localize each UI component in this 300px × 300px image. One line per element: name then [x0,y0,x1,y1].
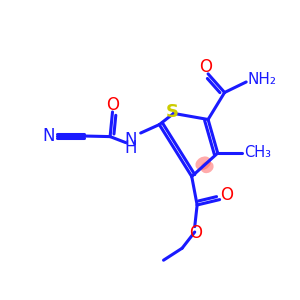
Text: S: S [166,103,178,121]
Text: N: N [43,127,55,145]
Text: O: O [189,224,202,242]
Ellipse shape [201,161,214,173]
Text: CH₃: CH₃ [244,145,271,160]
Text: O: O [220,186,233,204]
Text: H: H [125,139,137,157]
Text: NH₂: NH₂ [247,72,276,87]
Text: O: O [106,96,119,114]
Ellipse shape [195,157,211,170]
Text: N: N [125,130,137,148]
Text: O: O [199,58,212,76]
